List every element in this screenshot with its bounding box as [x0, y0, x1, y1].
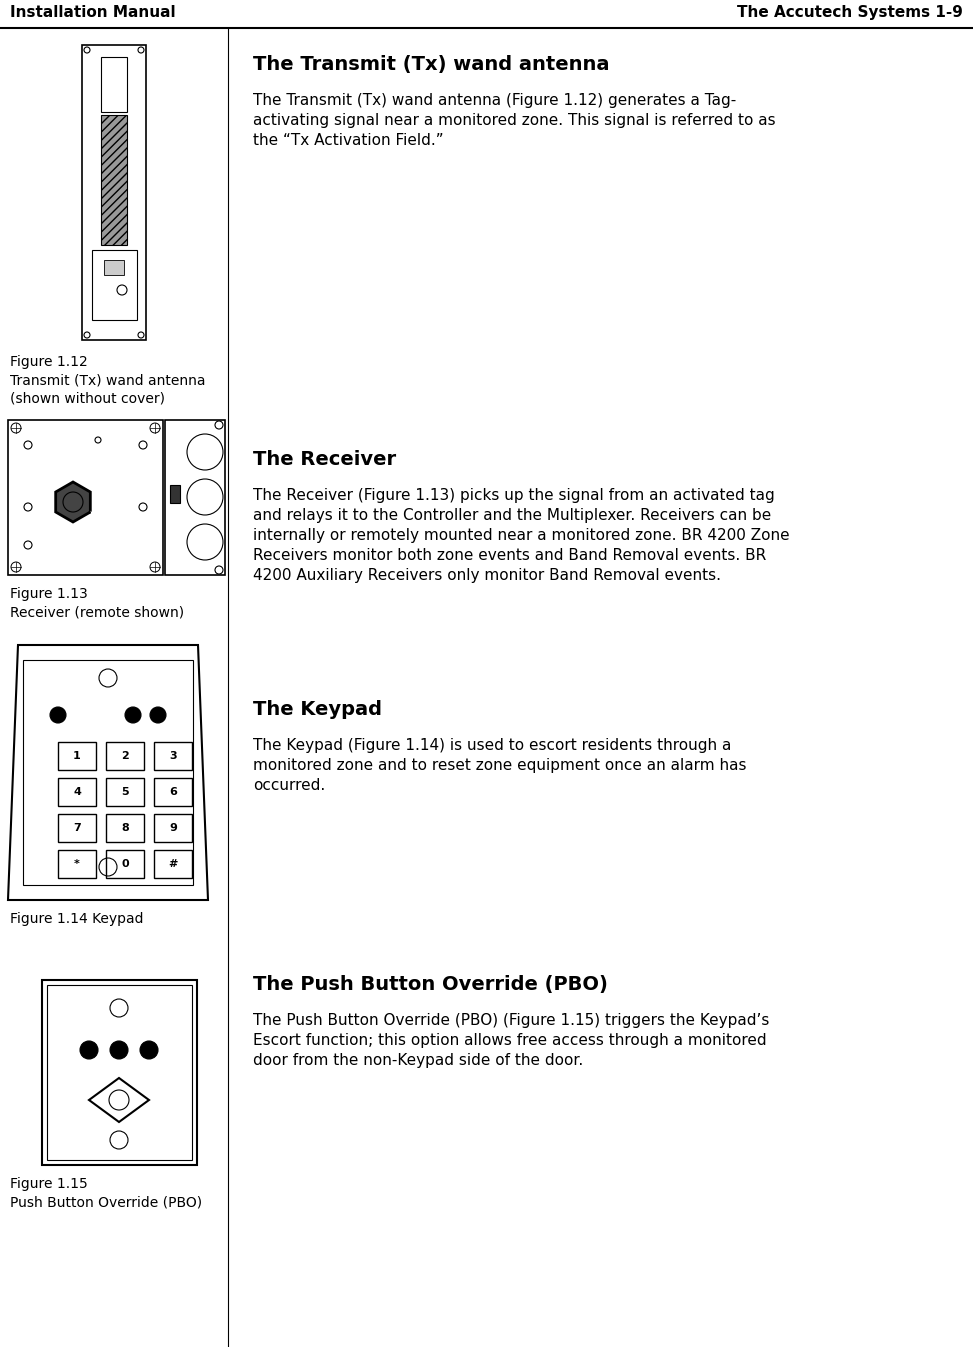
- Text: (shown without cover): (shown without cover): [10, 391, 165, 405]
- Text: Receiver (remote shown): Receiver (remote shown): [10, 605, 184, 620]
- Bar: [154, 814, 192, 842]
- Text: 5: 5: [122, 787, 128, 797]
- Circle shape: [80, 1041, 98, 1059]
- Bar: [106, 742, 144, 770]
- Text: The Accutech Systems 1-9: The Accutech Systems 1-9: [738, 5, 963, 20]
- Text: The Receiver: The Receiver: [253, 450, 396, 469]
- Text: monitored zone and to reset zone equipment once an alarm has: monitored zone and to reset zone equipme…: [253, 758, 746, 773]
- Text: Figure 1.12: Figure 1.12: [10, 356, 88, 369]
- Bar: [104, 260, 124, 275]
- Bar: [23, 660, 193, 885]
- Text: The Keypad (Figure 1.14) is used to escort residents through a: The Keypad (Figure 1.14) is used to esco…: [253, 738, 732, 753]
- Text: The Receiver (Figure 1.13) picks up the signal from an activated tag: The Receiver (Figure 1.13) picks up the …: [253, 488, 775, 502]
- Bar: [47, 985, 192, 1160]
- Text: 7: 7: [73, 823, 81, 832]
- Polygon shape: [55, 482, 90, 523]
- Circle shape: [50, 707, 66, 723]
- Text: the “Tx Activation Field.”: the “Tx Activation Field.”: [253, 133, 444, 148]
- Text: Figure 1.13: Figure 1.13: [10, 587, 88, 601]
- Bar: [92, 251, 137, 321]
- Text: Figure 1.15: Figure 1.15: [10, 1177, 88, 1191]
- Text: Transmit (Tx) wand antenna: Transmit (Tx) wand antenna: [10, 373, 205, 387]
- Bar: [82, 44, 146, 339]
- Text: door from the non-Keypad side of the door.: door from the non-Keypad side of the doo…: [253, 1053, 583, 1068]
- Text: 6: 6: [169, 787, 177, 797]
- Text: 8: 8: [121, 823, 128, 832]
- Bar: [106, 850, 144, 878]
- Bar: [154, 850, 192, 878]
- Text: activating signal near a monitored zone. This signal is referred to as: activating signal near a monitored zone.…: [253, 113, 775, 128]
- Text: 4: 4: [73, 787, 81, 797]
- Bar: [58, 742, 96, 770]
- Bar: [58, 850, 96, 878]
- Polygon shape: [8, 645, 208, 900]
- Circle shape: [140, 1041, 158, 1059]
- Bar: [165, 420, 225, 575]
- Text: The Push Button Override (PBO): The Push Button Override (PBO): [253, 975, 608, 994]
- Circle shape: [150, 707, 166, 723]
- Circle shape: [110, 1041, 128, 1059]
- Text: 9: 9: [169, 823, 177, 832]
- Text: 2: 2: [121, 752, 128, 761]
- Bar: [170, 485, 180, 502]
- Polygon shape: [89, 1078, 149, 1122]
- Bar: [106, 779, 144, 806]
- Text: *: *: [74, 859, 80, 869]
- Bar: [154, 742, 192, 770]
- Text: 3: 3: [169, 752, 177, 761]
- Bar: [106, 814, 144, 842]
- Bar: [42, 981, 197, 1165]
- Text: Push Button Override (PBO): Push Button Override (PBO): [10, 1195, 202, 1210]
- Circle shape: [125, 707, 141, 723]
- Bar: [154, 779, 192, 806]
- Text: The Transmit (Tx) wand antenna: The Transmit (Tx) wand antenna: [253, 55, 609, 74]
- Bar: [58, 779, 96, 806]
- Text: Figure 1.14 Keypad: Figure 1.14 Keypad: [10, 912, 143, 925]
- Text: Receivers monitor both zone events and Band Removal events. BR: Receivers monitor both zone events and B…: [253, 548, 767, 563]
- Bar: [101, 114, 127, 245]
- Text: The Transmit (Tx) wand antenna (Figure 1.12) generates a Tag-: The Transmit (Tx) wand antenna (Figure 1…: [253, 93, 737, 108]
- Bar: [58, 814, 96, 842]
- Text: Installation Manual: Installation Manual: [10, 5, 175, 20]
- Text: 0: 0: [122, 859, 128, 869]
- Text: internally or remotely mounted near a monitored zone. BR 4200 Zone: internally or remotely mounted near a mo…: [253, 528, 790, 543]
- Text: 1: 1: [73, 752, 81, 761]
- Text: Escort function; this option allows free access through a monitored: Escort function; this option allows free…: [253, 1033, 767, 1048]
- Text: occurred.: occurred.: [253, 779, 325, 793]
- Text: and relays it to the Controller and the Multiplexer. Receivers can be: and relays it to the Controller and the …: [253, 508, 772, 523]
- Text: #: #: [168, 859, 178, 869]
- Text: 4200 Auxiliary Receivers only monitor Band Removal events.: 4200 Auxiliary Receivers only monitor Ba…: [253, 568, 721, 583]
- Bar: [8, 420, 163, 575]
- Bar: [101, 57, 127, 112]
- Text: The Push Button Override (PBO) (Figure 1.15) triggers the Keypad’s: The Push Button Override (PBO) (Figure 1…: [253, 1013, 770, 1028]
- Text: The Keypad: The Keypad: [253, 700, 382, 719]
